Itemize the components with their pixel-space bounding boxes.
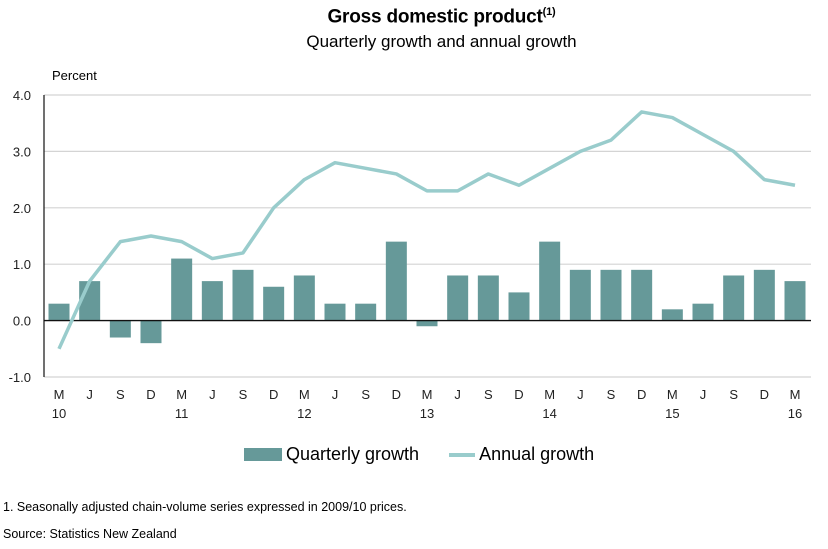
quarterly-bar [171, 258, 193, 321]
chart-title-text: Gross domestic product [327, 6, 543, 28]
quarterly-bar [753, 269, 775, 321]
x-tick-label: D [760, 387, 769, 402]
quarterly-bar [723, 275, 745, 321]
legend-swatch-quarterly [244, 448, 282, 461]
x-tick-label: J [209, 387, 216, 402]
x-tick-label: J [700, 387, 707, 402]
x-tick-label: D [637, 387, 646, 402]
legend-swatch-annual [449, 452, 476, 457]
x-year-label: 11 [175, 406, 189, 421]
x-tick-label: M [422, 387, 433, 402]
x-tick-label: M [299, 387, 310, 402]
annual-growth-line [57, 110, 796, 350]
y-tick-label: -1.0 [9, 370, 31, 385]
quarterly-bar [661, 309, 683, 321]
x-tick-label: S [729, 387, 738, 402]
quarterly-bar [263, 286, 285, 321]
quarterly-bar [48, 303, 70, 321]
quarterly-bar [692, 303, 714, 321]
quarterly-bar [109, 320, 131, 338]
x-tick-label: S [607, 387, 616, 402]
quarterly-bar [508, 292, 530, 321]
quarterly-bar [569, 269, 591, 321]
x-tick-label: D [514, 387, 523, 402]
legend-label-quarterly: Quarterly growth [286, 444, 420, 464]
y-tick-label: 1.0 [13, 257, 31, 272]
quarterly-bar [232, 269, 254, 321]
x-tick-label: D [269, 387, 278, 402]
x-year-label: 10 [52, 406, 66, 421]
x-year-label: 16 [788, 406, 802, 421]
footnote: 1. Seasonally adjusted chain-volume seri… [3, 500, 407, 514]
x-tick-label: S [239, 387, 248, 402]
quarterly-bars [48, 241, 806, 344]
quarterly-bar [140, 320, 162, 344]
legend-label-annual: Annual growth [479, 444, 595, 464]
quarterly-bar [600, 269, 622, 321]
y-tick-labels: -1.0 0.0 1.0 2.0 3.0 4.0 [9, 88, 31, 385]
x-tick-label: J [454, 387, 461, 402]
x-year-label: 13 [420, 406, 434, 421]
x-tick-label: M [544, 387, 555, 402]
x-tick-label: J [332, 387, 339, 402]
x-year-label: 15 [665, 406, 679, 421]
x-tick-label: D [146, 387, 155, 402]
title-footnote-marker: (1) [542, 6, 556, 18]
x-tick-labels: M J S D M J S D M J S D M J S D M J S D M J S D M 10 11 12 13 14 15 16 [52, 387, 802, 421]
x-year-label: 12 [297, 406, 311, 421]
quarterly-bar [293, 275, 315, 321]
y-tick-label: 4.0 [13, 88, 31, 103]
y-axis-label: Percent [52, 68, 97, 83]
quarterly-bar [477, 275, 499, 321]
quarterly-bar [385, 241, 407, 321]
y-tick-label: 0.0 [13, 314, 31, 329]
x-tick-label: M [790, 387, 801, 402]
x-tick-label: J [86, 387, 93, 402]
quarterly-bar [355, 303, 377, 321]
y-tick-label: 3.0 [13, 144, 31, 159]
y-tick-label: 2.0 [13, 201, 31, 216]
quarterly-bar [201, 281, 223, 321]
x-tick-label: M [176, 387, 187, 402]
quarterly-bar [447, 275, 469, 321]
source-note: Source: Statistics New Zealand [3, 527, 177, 541]
x-tick-label: S [116, 387, 125, 402]
x-tick-label: J [577, 387, 584, 402]
x-tick-label: M [667, 387, 678, 402]
x-tick-label: D [392, 387, 401, 402]
quarterly-bar [631, 269, 653, 321]
quarterly-bar [324, 303, 346, 321]
legend: Quarterly growth Annual growth [244, 444, 594, 465]
quarterly-bar [539, 241, 561, 321]
chart-subtitle: Quarterly growth and annual growth [306, 32, 577, 51]
quarterly-bar [784, 281, 806, 321]
x-year-label: 14 [542, 406, 556, 421]
x-tick-label: S [361, 387, 370, 402]
x-tick-label: M [54, 387, 65, 402]
chart-title: Gross domestic product(1) [0, 6, 828, 28]
x-tick-label: S [484, 387, 493, 402]
quarterly-bar [416, 320, 438, 327]
